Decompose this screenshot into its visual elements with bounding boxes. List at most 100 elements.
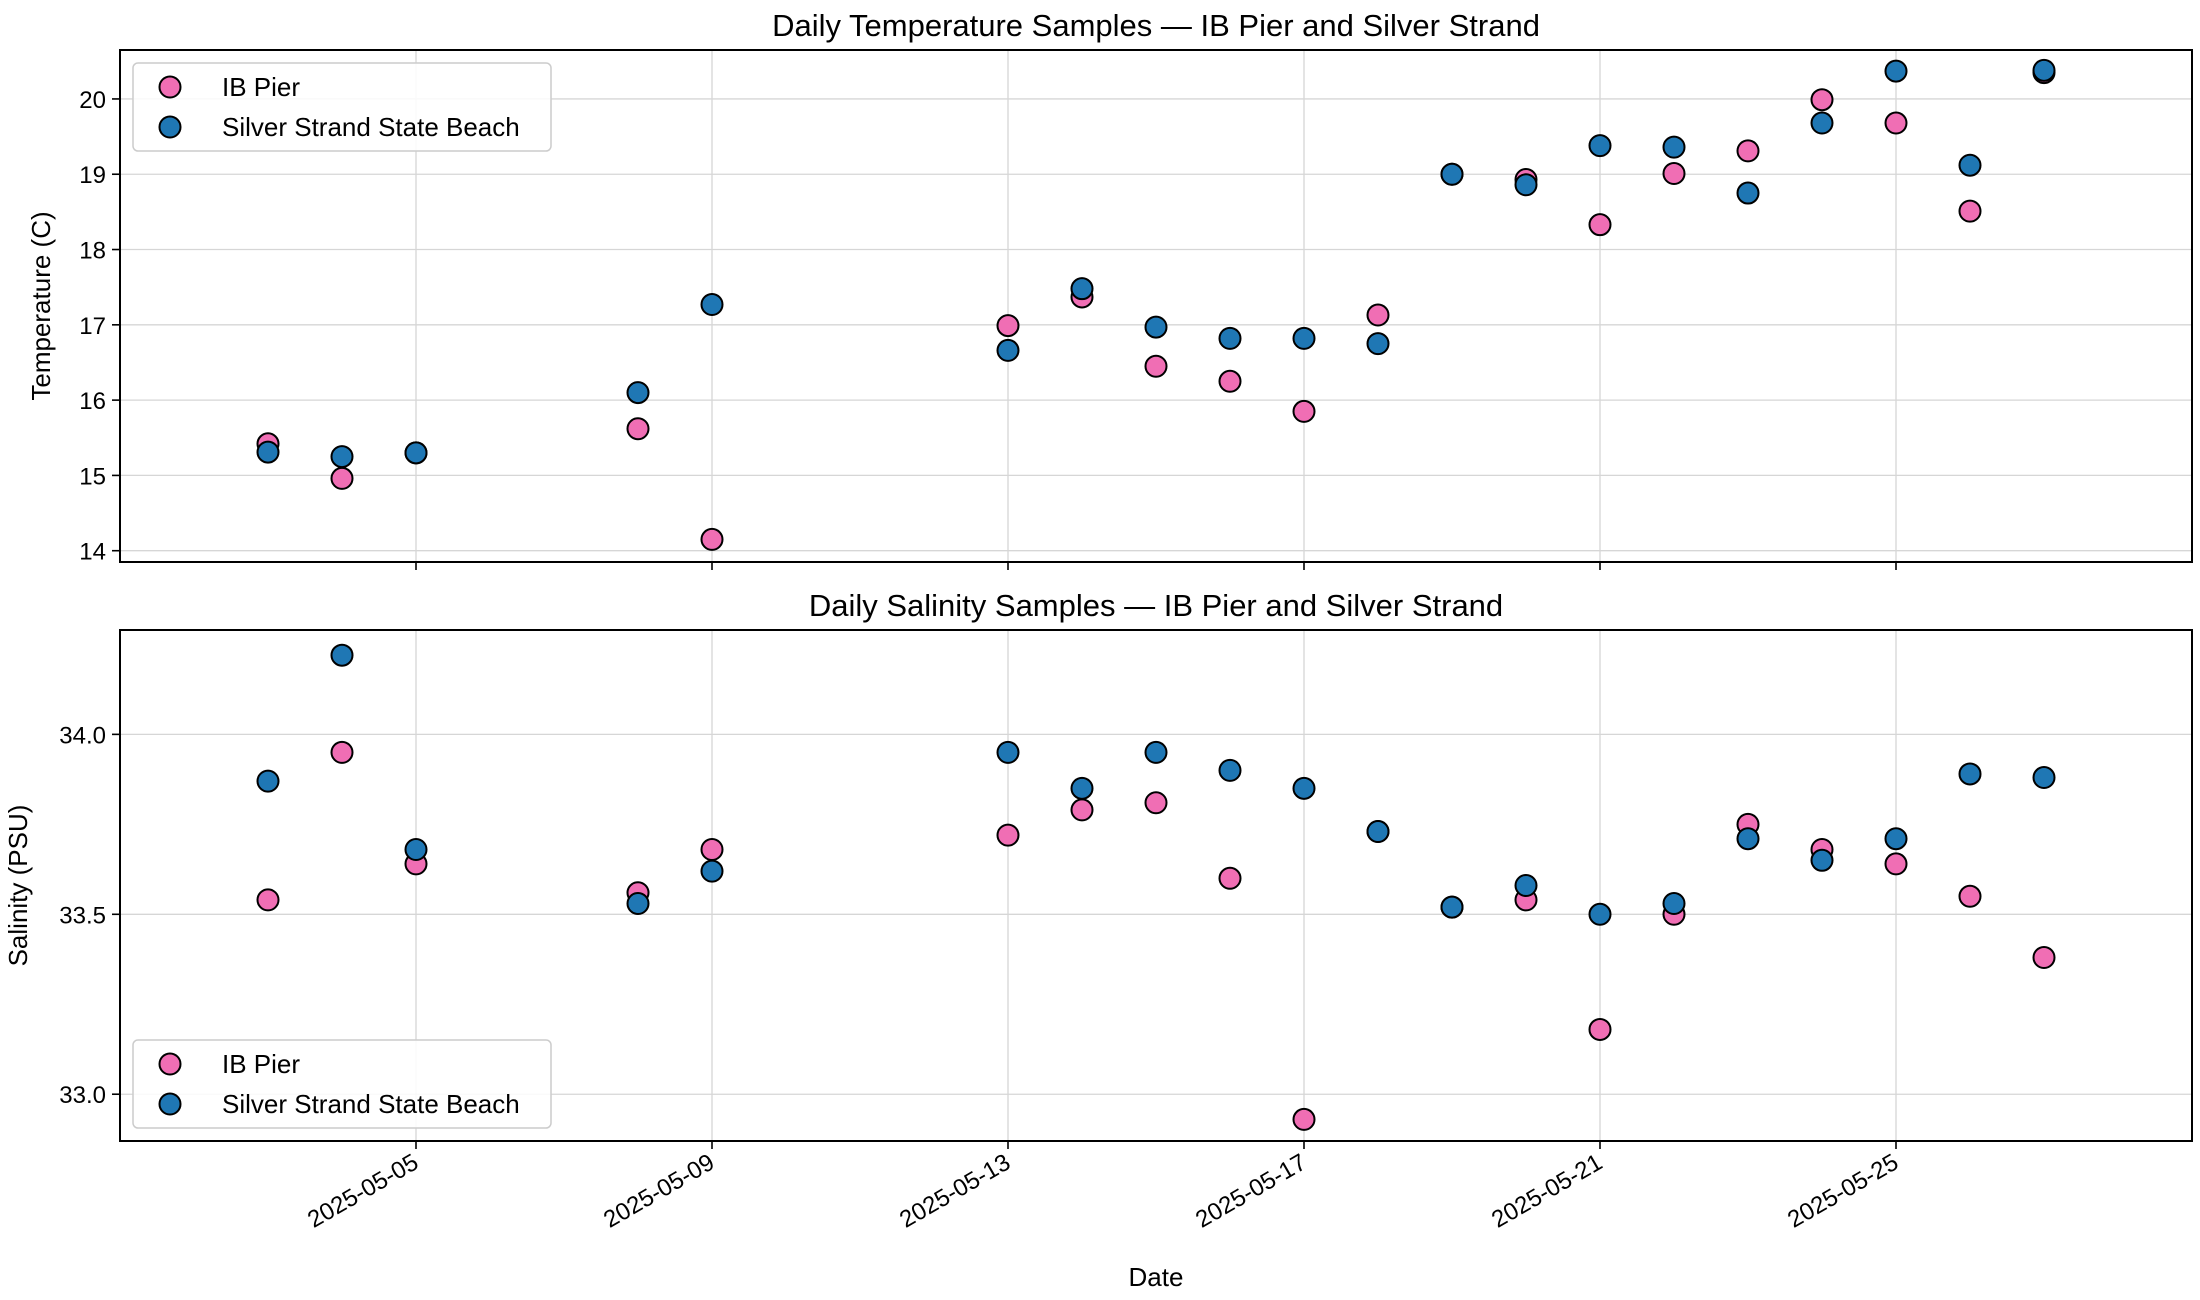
data-point	[1810, 111, 1834, 135]
plot-frame	[119, 629, 2193, 1142]
series-silver-strand	[256, 58, 2056, 469]
data-point	[1144, 354, 1168, 378]
data-point	[996, 740, 1020, 764]
data-point	[1884, 827, 1908, 851]
data-point	[330, 466, 354, 490]
data-point	[1884, 852, 1908, 876]
x-tick-label: 2025-05-05	[303, 1149, 423, 1234]
y-tick-label: 15	[79, 463, 106, 490]
legend-label: IB Pier	[222, 72, 300, 102]
legend-label: Silver Strand State Beach	[222, 1089, 520, 1119]
data-point	[626, 891, 650, 915]
data-point	[700, 527, 724, 551]
legend-marker	[158, 75, 182, 99]
data-point	[626, 381, 650, 405]
chart-panel-2: 33.0 33.5 34.0 2025-05-05 2025-05-09 2025-05-…	[3, 588, 2193, 1292]
data-point	[1810, 88, 1834, 112]
data-point	[1958, 199, 1982, 223]
x-tick-label: 2025-05-21	[1487, 1149, 1607, 1234]
data-point	[1588, 1017, 1612, 1041]
data-point	[1144, 791, 1168, 815]
data-point	[996, 338, 1020, 362]
y-tick-label: 18	[79, 238, 106, 265]
data-point	[1366, 332, 1390, 356]
y-tick-label: 34.0	[59, 722, 106, 749]
data-point	[1070, 277, 1094, 301]
data-point	[1144, 740, 1168, 764]
legend-box	[132, 1039, 552, 1129]
data-point	[1292, 1107, 1316, 1131]
data-point	[1958, 762, 1982, 786]
legend: IB Pier Silver Strand State Beach	[132, 1039, 552, 1129]
data-point	[256, 440, 280, 464]
data-point	[1070, 776, 1094, 800]
data-point	[1736, 181, 1760, 205]
x-axis-label: Date	[1129, 1262, 1184, 1292]
data-point	[1588, 134, 1612, 158]
legend-marker	[158, 1052, 182, 1076]
data-point	[1514, 173, 1538, 197]
data-point	[1144, 315, 1168, 339]
data-point	[1810, 848, 1834, 872]
data-point	[1366, 303, 1390, 327]
data-point	[1366, 820, 1390, 844]
chart-panel-1: 14 15 16 17 18 19 20 Daily Temperature Samples …	[26, 8, 2193, 570]
legend-box	[132, 62, 552, 152]
data-point	[700, 859, 724, 883]
chart-title: Daily Salinity Samples — IB Pier and Sil…	[809, 588, 1503, 623]
data-point	[1662, 161, 1686, 185]
y-tick-label: 19	[79, 162, 106, 189]
data-point	[330, 740, 354, 764]
data-point	[1588, 902, 1612, 926]
data-point	[404, 838, 428, 862]
data-point	[404, 441, 428, 465]
data-point	[1218, 326, 1242, 350]
data-point	[700, 292, 724, 316]
y-tick-label: 16	[79, 388, 106, 415]
data-point	[1736, 139, 1760, 163]
y-axis-label: Salinity (PSU)	[3, 805, 33, 967]
data-point	[996, 823, 1020, 847]
data-point	[256, 769, 280, 793]
x-tick-label: 2025-05-09	[599, 1149, 719, 1234]
data-point	[1292, 399, 1316, 423]
data-point	[1958, 884, 1982, 908]
legend: IB Pier Silver Strand State Beach	[132, 62, 552, 152]
x-tick-label: 2025-05-17	[1191, 1149, 1311, 1234]
data-point	[1884, 111, 1908, 135]
data-point	[1218, 369, 1242, 393]
plot-frame	[119, 49, 2193, 563]
data-point	[626, 417, 650, 441]
data-point	[1218, 758, 1242, 782]
legend-label: IB Pier	[222, 1049, 300, 1079]
legend-label: Silver Strand State Beach	[222, 112, 520, 142]
y-axis-label: Temperature (C)	[26, 211, 56, 400]
data-point	[1662, 891, 1686, 915]
legend-marker	[158, 1092, 182, 1116]
data-point	[1070, 798, 1094, 822]
data-point	[1292, 776, 1316, 800]
data-point	[330, 445, 354, 469]
data-point	[996, 314, 1020, 338]
data-point	[2032, 945, 2056, 969]
x-tick-label: 2025-05-25	[1783, 1149, 1903, 1234]
data-point	[256, 888, 280, 912]
data-point	[1588, 213, 1612, 237]
y-tick-label: 20	[79, 87, 106, 114]
series-silver-strand	[256, 643, 2056, 926]
data-point	[1736, 827, 1760, 851]
data-point	[1440, 162, 1464, 186]
data-point	[1958, 153, 1982, 177]
chart-title: Daily Temperature Samples — IB Pier and …	[772, 8, 1540, 43]
data-point	[1440, 895, 1464, 919]
data-point	[1292, 326, 1316, 350]
legend-marker	[158, 115, 182, 139]
data-point	[2032, 766, 2056, 790]
y-tick-label: 17	[79, 313, 106, 340]
data-point	[700, 838, 724, 862]
data-point	[1884, 59, 1908, 83]
x-tick-label: 2025-05-13	[895, 1149, 1015, 1234]
data-point	[1218, 866, 1242, 890]
data-point	[1662, 135, 1686, 159]
